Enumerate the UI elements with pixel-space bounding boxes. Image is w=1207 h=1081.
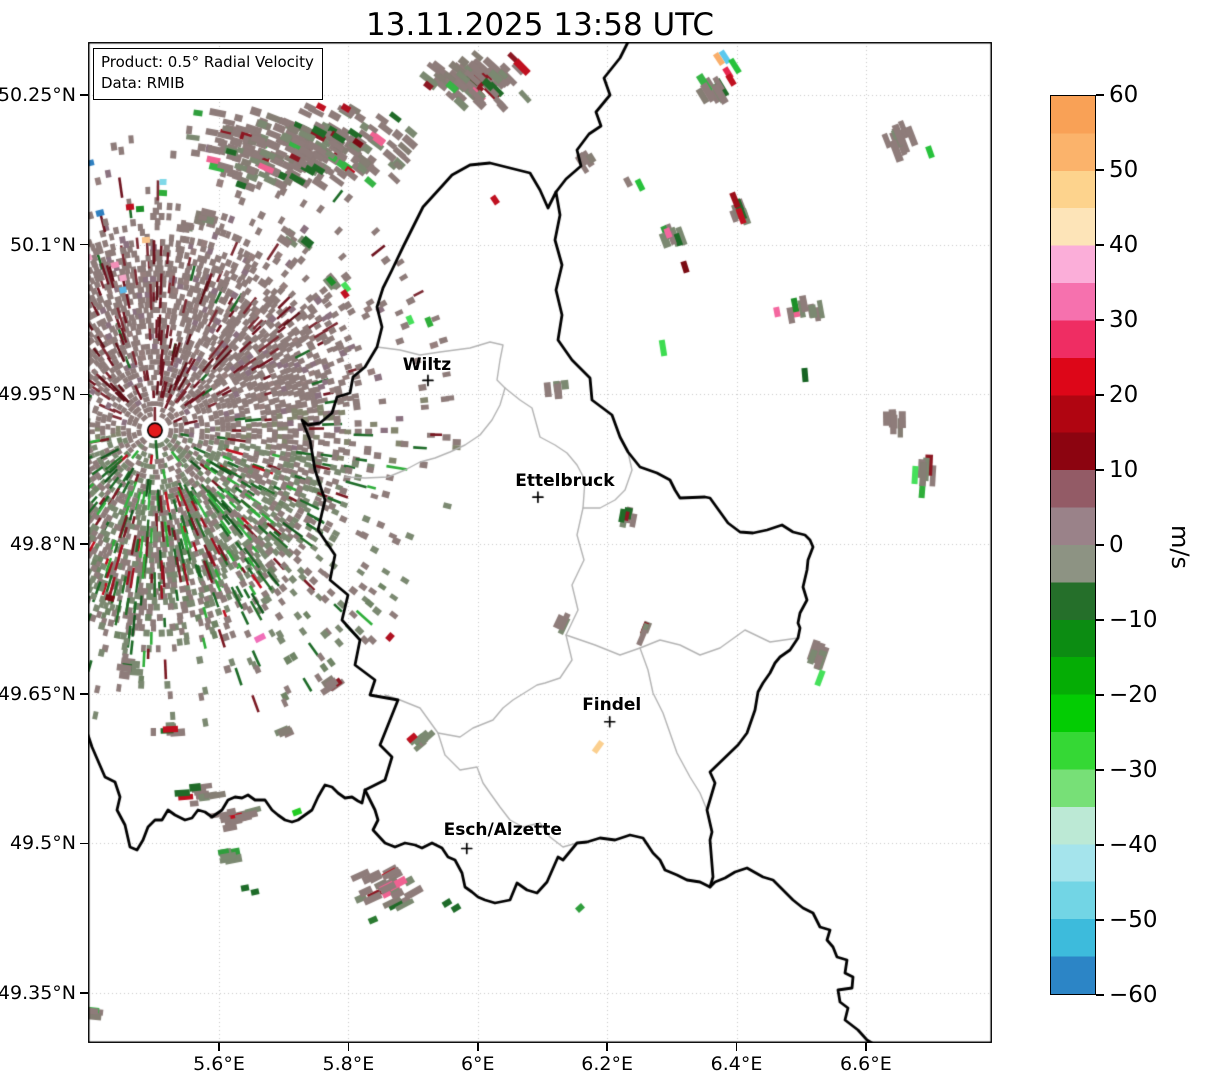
colorbar-tick-mark — [1096, 619, 1104, 621]
data-source-line: Data: RMIB — [101, 74, 185, 92]
y-tick-label: 49.5°N — [9, 832, 76, 855]
colorbar-tick-mark — [1096, 319, 1104, 321]
y-tick-label: 49.8°N — [9, 533, 76, 556]
city-label-ettelbruck: Ettelbruck — [515, 471, 615, 492]
x-tick-mark — [606, 1043, 608, 1051]
colorbar-tick-mark — [1096, 844, 1104, 846]
colorbar-tick-mark — [1096, 244, 1104, 246]
colorbar-tick-mark — [1096, 544, 1104, 546]
colorbar-tick-mark — [1096, 919, 1104, 921]
x-tick-mark — [477, 1043, 479, 1051]
city-label-esch-alzette: Esch/Alzette — [443, 820, 562, 841]
colorbar-tick-label: 30 — [1109, 307, 1139, 333]
x-tick-label: 6.2°E — [581, 1053, 634, 1075]
colorbar-tick-label: 40 — [1109, 232, 1139, 258]
colorbar-tick-label: 0 — [1109, 532, 1124, 558]
y-tick-label: 50.1°N — [9, 233, 76, 256]
colorbar-tick-label: −20 — [1109, 682, 1158, 708]
colorbar-tick-mark — [1096, 769, 1104, 771]
city-label-findel: Findel — [582, 694, 642, 715]
colorbar-tick-mark — [1096, 694, 1104, 696]
y-tick-label: 50.25°N — [0, 83, 76, 106]
colorbar-tick-mark — [1096, 469, 1104, 471]
product-info-box: Product: 0.5° Radial Velocity Data: RMIB — [93, 48, 323, 100]
x-tick-mark — [735, 1043, 738, 1051]
x-tick-label: 6.4°E — [710, 1053, 763, 1075]
colorbar — [1050, 95, 1096, 995]
colorbar-tick-label: −10 — [1109, 607, 1158, 633]
x-tick-label: 6°E — [460, 1053, 495, 1075]
colorbar-tick-mark — [1096, 994, 1104, 996]
colorbar-tick-label: −50 — [1109, 907, 1158, 933]
colorbar-tick-mark — [1096, 169, 1104, 171]
colorbar-unit-label: m/s — [1166, 525, 1194, 569]
figure-title: 13.11.2025 13:58 UTC — [366, 7, 714, 43]
y-tick-label: 49.35°N — [0, 982, 76, 1005]
colorbar-tick-label: 20 — [1109, 382, 1139, 408]
y-tick-label: 49.95°N — [0, 383, 76, 406]
x-tick-mark — [347, 1043, 350, 1051]
y-tick-mark — [80, 992, 88, 994]
y-tick-mark — [80, 393, 88, 396]
colorbar-tick-mark — [1096, 394, 1104, 396]
city-label-wiltz: Wiltz — [402, 355, 452, 376]
colorbar-tick-label: 60 — [1109, 82, 1139, 108]
x-tick-mark — [865, 1043, 867, 1051]
colorbar-tick-label: −40 — [1109, 832, 1158, 858]
y-tick-mark — [80, 94, 88, 96]
product-line: Product: 0.5° Radial Velocity — [101, 53, 314, 71]
x-tick-mark — [218, 1043, 220, 1051]
colorbar-tick-label: 50 — [1109, 157, 1139, 183]
map-canvas — [88, 42, 992, 1043]
x-tick-label: 5.6°E — [193, 1053, 245, 1075]
colorbar-tick-mark — [1096, 94, 1104, 96]
colorbar-tick-label: 10 — [1109, 457, 1139, 483]
x-tick-label: 6.6°E — [840, 1053, 892, 1075]
x-tick-label: 5.8°E — [322, 1053, 375, 1075]
y-tick-mark — [80, 693, 88, 695]
y-tick-mark — [80, 543, 88, 545]
map-plot: Product: 0.5° Radial Velocity Data: RMIB… — [88, 42, 992, 1043]
y-tick-label: 49.65°N — [0, 682, 76, 705]
colorbar-tick-label: −30 — [1109, 757, 1158, 783]
y-tick-mark — [80, 842, 88, 845]
y-tick-mark — [80, 243, 88, 246]
colorbar-tick-label: −60 — [1109, 982, 1158, 1008]
